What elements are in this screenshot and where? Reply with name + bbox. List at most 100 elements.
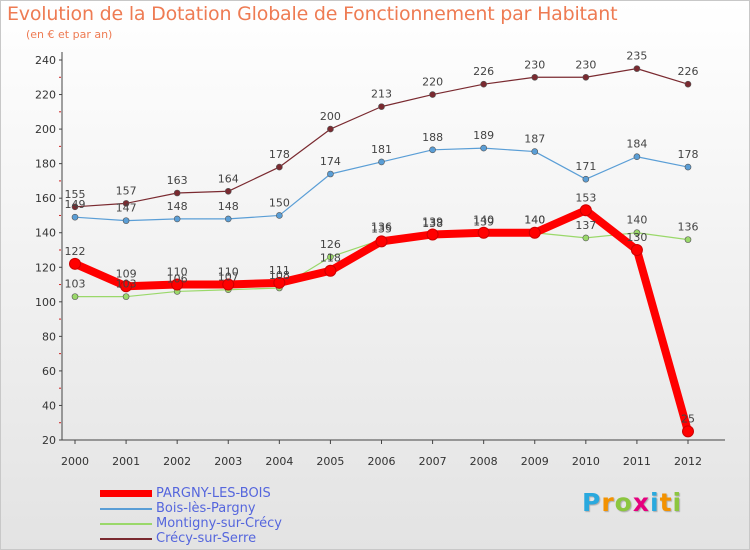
data-point bbox=[276, 163, 283, 171]
data-label: 226 bbox=[473, 65, 494, 78]
data-label: 138 bbox=[422, 217, 443, 230]
data-label: 200 bbox=[320, 110, 341, 123]
x-tick-label: 2002 bbox=[163, 455, 191, 468]
x-tick-label: 2005 bbox=[316, 455, 344, 468]
series-lines bbox=[69, 65, 694, 438]
chart-title: Evolution de la Dotation Globale de Fonc… bbox=[7, 3, 618, 25]
y-tick-label: 220 bbox=[35, 89, 56, 102]
data-label: 122 bbox=[65, 245, 86, 258]
x-tick-label: 2000 bbox=[61, 455, 89, 468]
data-label: 140 bbox=[626, 214, 647, 227]
logo-letter: r bbox=[601, 488, 615, 517]
legend-label-montigny: Montigny-sur-Crécy bbox=[156, 516, 282, 531]
data-point bbox=[122, 200, 130, 207]
y-tick-label: 80 bbox=[42, 330, 56, 343]
data-point bbox=[324, 264, 337, 277]
data-point bbox=[273, 276, 286, 289]
data-point bbox=[480, 144, 487, 152]
data-label: 189 bbox=[473, 129, 494, 142]
data-label: 136 bbox=[371, 221, 392, 234]
data-point bbox=[582, 175, 590, 183]
data-label: 140 bbox=[473, 214, 494, 227]
x-tick-label: 2012 bbox=[674, 455, 702, 468]
data-label: 164 bbox=[218, 172, 239, 185]
data-labels: 155 157 163 164 178 200 213 220 226 230 230 235 226 1… bbox=[65, 50, 699, 426]
data-label: 103 bbox=[116, 278, 137, 291]
x-tick-label: 2008 bbox=[470, 455, 498, 468]
logo-letter: o bbox=[614, 488, 633, 517]
data-label: 130 bbox=[626, 231, 647, 244]
data-label: 149 bbox=[65, 198, 86, 211]
y-tick-label: 160 bbox=[35, 192, 56, 205]
data-label: 106 bbox=[167, 272, 188, 285]
legend-swatch-bois bbox=[100, 508, 152, 510]
data-label: 226 bbox=[678, 65, 699, 78]
y-tick-label: 60 bbox=[42, 365, 56, 378]
data-label: 107 bbox=[218, 271, 239, 284]
data-point bbox=[71, 213, 79, 221]
x-tick-label: 2010 bbox=[572, 455, 600, 468]
logo-letter: x bbox=[632, 488, 650, 517]
data-label: 184 bbox=[626, 138, 647, 151]
data-point bbox=[222, 278, 235, 291]
data-label: 139 bbox=[422, 215, 443, 228]
data-label: 230 bbox=[575, 58, 596, 71]
x-tick-label: 2011 bbox=[623, 455, 651, 468]
data-label: 153 bbox=[575, 191, 596, 204]
data-label: 110 bbox=[167, 266, 188, 279]
data-point bbox=[684, 80, 692, 88]
data-label: 181 bbox=[371, 143, 392, 156]
data-point bbox=[426, 228, 439, 241]
data-label: 118 bbox=[320, 252, 341, 265]
data-label: 126 bbox=[320, 238, 341, 251]
data-point bbox=[71, 203, 79, 211]
data-label: 148 bbox=[218, 200, 239, 213]
data-point bbox=[69, 257, 81, 270]
data-label: 163 bbox=[167, 174, 188, 187]
data-label: 140 bbox=[524, 214, 545, 227]
data-label: 178 bbox=[269, 148, 290, 161]
data-point bbox=[531, 148, 539, 155]
y-tick-label: 100 bbox=[35, 296, 56, 309]
data-point bbox=[682, 425, 694, 438]
legend-swatch-montigny bbox=[100, 523, 152, 525]
logo-letter: P bbox=[582, 488, 602, 517]
data-label: 136 bbox=[678, 221, 699, 234]
data-point bbox=[633, 65, 641, 72]
data-label: 235 bbox=[626, 50, 647, 63]
data-point bbox=[429, 91, 436, 98]
data-label: 137 bbox=[575, 219, 596, 232]
data-label: 171 bbox=[575, 160, 596, 173]
data-point bbox=[378, 158, 385, 166]
data-point bbox=[528, 226, 541, 239]
y-tick-label: 40 bbox=[42, 399, 56, 412]
data-point bbox=[582, 234, 590, 242]
legend-label-pargny: PARGNY-LES-BOIS bbox=[156, 486, 271, 501]
y-tick-label: 20 bbox=[42, 434, 56, 447]
x-tick-label: 2001 bbox=[112, 455, 140, 468]
x-tick-label: 2004 bbox=[265, 455, 293, 468]
data-point bbox=[327, 170, 334, 178]
data-label: 108 bbox=[269, 269, 290, 282]
data-point bbox=[480, 80, 487, 88]
data-label: 150 bbox=[269, 196, 290, 209]
data-point bbox=[429, 146, 436, 154]
chart-subtitle: (en € et par an) bbox=[26, 28, 113, 41]
data-label: 230 bbox=[524, 58, 545, 71]
data-label: 111 bbox=[269, 264, 290, 277]
data-point bbox=[327, 125, 334, 133]
data-label: 220 bbox=[422, 76, 443, 89]
y-tick-label: 240 bbox=[35, 54, 56, 67]
data-label: 174 bbox=[320, 155, 341, 168]
y-tick-label: 200 bbox=[35, 123, 56, 136]
legend-swatch-pargny bbox=[100, 490, 152, 497]
data-label: 139 bbox=[473, 215, 494, 228]
logo-letter: i bbox=[672, 488, 683, 517]
legend-label-crecy: Crécy-sur-Serre bbox=[156, 531, 257, 546]
data-point bbox=[477, 226, 490, 239]
data-label: 135 bbox=[371, 222, 392, 235]
data-point bbox=[173, 189, 181, 197]
